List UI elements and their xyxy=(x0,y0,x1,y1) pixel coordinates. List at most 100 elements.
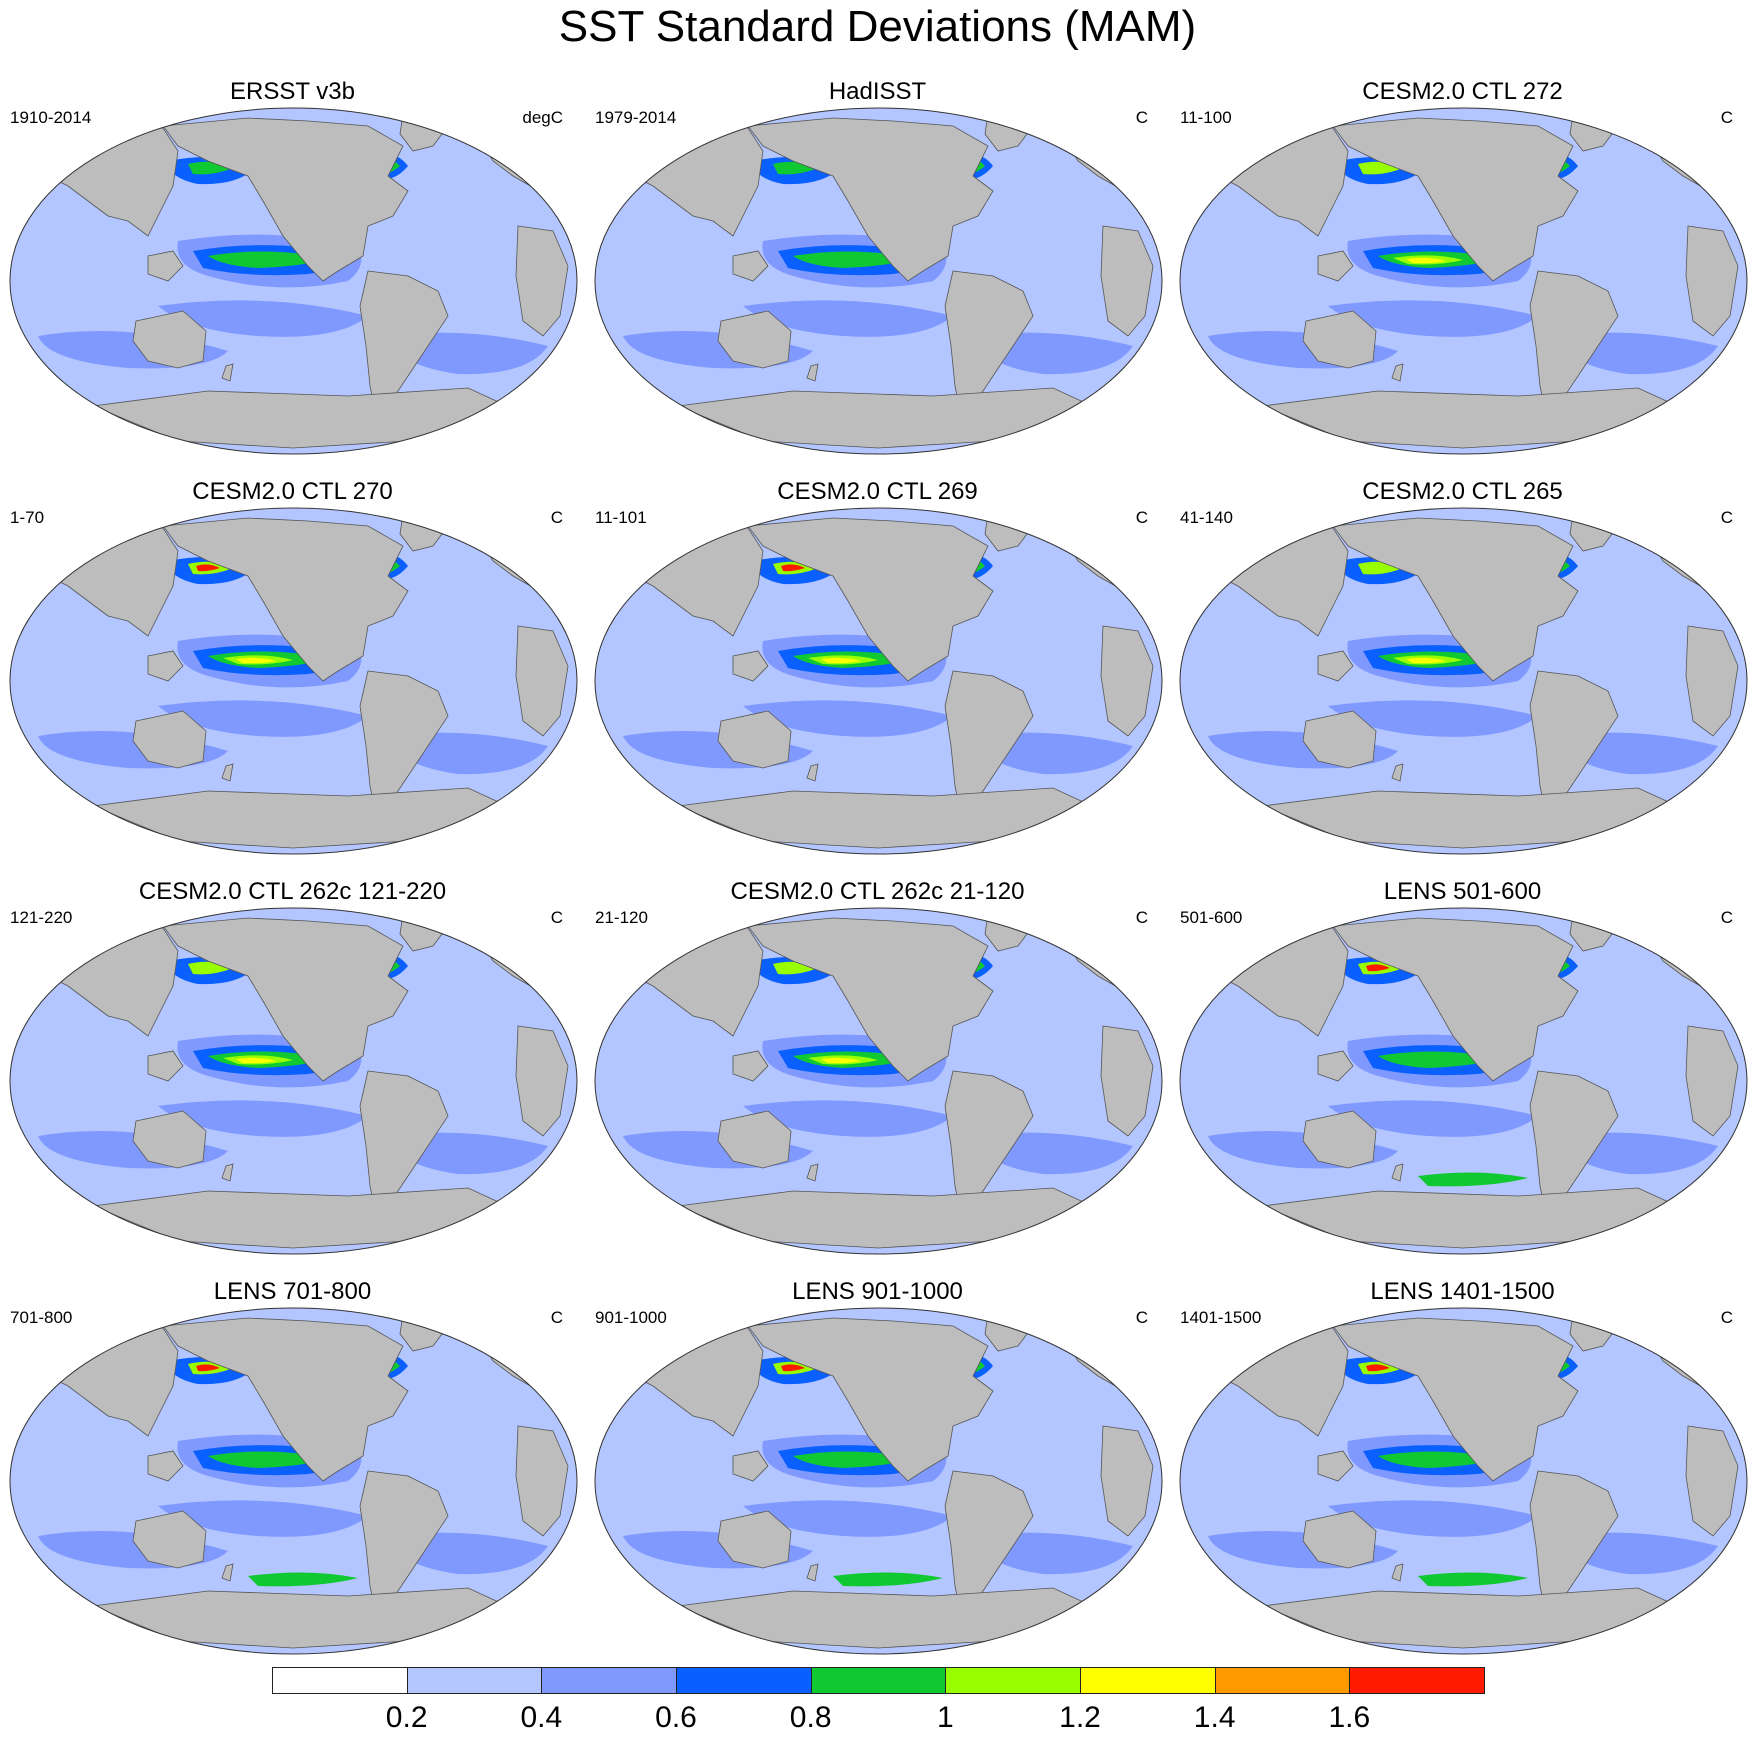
colorbar-swatch xyxy=(406,1667,543,1694)
panel-title: LENS 701-800 xyxy=(213,1278,372,1305)
land-mass xyxy=(1317,1450,1354,1482)
land-mass xyxy=(747,917,994,1082)
land-mass xyxy=(132,310,207,369)
colorbar-tick-label: 1 xyxy=(936,1701,954,1734)
land-mass xyxy=(1685,625,1739,737)
land-mass xyxy=(1685,225,1739,337)
land-mass xyxy=(732,250,769,282)
land-mass xyxy=(732,1450,769,1482)
world-map xyxy=(1179,1307,1748,1655)
sst-contour-region xyxy=(743,1100,953,1137)
land-mass xyxy=(747,1317,994,1482)
map-panel: LENS 901-1000 901-1000 C xyxy=(585,1200,1170,1655)
colorbar-tick-label: 0.4 xyxy=(520,1701,563,1734)
map-border xyxy=(1179,107,1748,455)
panel-period-label: 701-800 xyxy=(10,1308,73,1327)
colorbar-tick-label: 0.6 xyxy=(655,1701,697,1734)
colorbar-tick-label: 1.2 xyxy=(1059,1701,1101,1734)
map-panel: CESM2.0 CTL 265 41-140 C xyxy=(1170,400,1755,855)
panel-title: CESM2.0 CTL 270 xyxy=(192,478,393,505)
land-mass xyxy=(1302,1110,1377,1169)
land-mass xyxy=(221,763,234,782)
map-panel: CESM2.0 CTL 270 1-70 C xyxy=(0,400,585,855)
map-border xyxy=(1179,507,1748,855)
world-map xyxy=(1179,507,1748,855)
sst-contour-region xyxy=(196,564,220,572)
land-mass xyxy=(944,270,1034,417)
map-border xyxy=(594,507,1163,855)
land-mass xyxy=(806,1163,819,1182)
land-mass xyxy=(806,763,819,782)
panel-units-label: C xyxy=(1135,508,1148,527)
sst-contour-region xyxy=(1328,1100,1538,1137)
panel-units-label: C xyxy=(550,1308,563,1327)
panel-title: CESM2.0 CTL 272 xyxy=(1362,78,1563,105)
panel-units-label: C xyxy=(550,508,563,527)
land-mass xyxy=(147,650,184,682)
map-panel: ERSST v3b 1910-2014 degC xyxy=(0,0,585,455)
sst-contour-region xyxy=(158,1100,368,1137)
land-mass xyxy=(1685,1025,1739,1137)
panel-units-label: C xyxy=(1720,508,1733,527)
panel-period-label: 11-100 xyxy=(1180,108,1232,127)
sst-contour-region xyxy=(793,1451,913,1468)
sst-contour-region xyxy=(1418,1572,1528,1587)
land-mass xyxy=(147,1050,184,1082)
sst-contour-region xyxy=(208,1451,328,1468)
map-panel: CESM2.0 CTL 262c 121-220 121-220 C xyxy=(0,800,585,1255)
colorbar xyxy=(272,1667,1485,1696)
land-mass xyxy=(1332,517,1579,682)
land-mass xyxy=(747,117,994,282)
map-border xyxy=(594,107,1163,455)
panel-period-label: 121-220 xyxy=(10,908,73,927)
panel-units-label: C xyxy=(1135,908,1148,927)
colorbar-tick-label: 0.8 xyxy=(789,1701,832,1734)
land-mass xyxy=(1391,763,1404,782)
land-mass xyxy=(162,517,409,682)
land-mass xyxy=(359,270,449,417)
map-panel: LENS 701-800 701-800 C xyxy=(0,1200,585,1655)
colorbar-swatch xyxy=(1080,1667,1216,1694)
colorbar-swatch xyxy=(810,1667,947,1694)
land-mass xyxy=(1302,1510,1377,1569)
panel-units-label: C xyxy=(1720,1308,1733,1327)
figure-title: SST Standard Deviations (MAM) xyxy=(558,2,1197,51)
land-mass xyxy=(359,1070,449,1217)
land-mass xyxy=(162,1317,409,1482)
map-border xyxy=(1179,907,1748,1255)
sst-contour-region xyxy=(1366,1364,1390,1372)
land-mass xyxy=(717,1110,792,1169)
land-mass xyxy=(1317,650,1354,682)
land-mass xyxy=(221,363,234,382)
land-mass xyxy=(1529,1470,1619,1617)
land-mass xyxy=(1100,225,1154,337)
sst-contour-region xyxy=(743,700,953,737)
land-mass xyxy=(132,710,207,769)
panel-period-label: 901-1000 xyxy=(595,1308,667,1327)
sst-contour-region xyxy=(248,1572,358,1587)
land-mass xyxy=(147,1450,184,1482)
world-map xyxy=(594,1307,1163,1655)
colorbar-tick-label: 0.2 xyxy=(385,1701,428,1734)
sst-contour-region xyxy=(208,251,328,268)
map-panel: HadISST 1979-2014 C xyxy=(585,0,1170,455)
sst-contour-region xyxy=(236,657,276,664)
world-map xyxy=(1179,907,1748,1255)
panel-period-label: 1401-1500 xyxy=(1180,1308,1262,1327)
sst-contour-region xyxy=(1378,1051,1498,1068)
sst-contour-region xyxy=(196,1364,220,1372)
land-mass xyxy=(1332,917,1579,1082)
sst-contour-region xyxy=(821,1057,861,1064)
land-mass xyxy=(732,1050,769,1082)
panel-period-label: 1979-2014 xyxy=(595,108,677,127)
land-mass xyxy=(944,1470,1034,1617)
sst-contour-region xyxy=(158,700,368,737)
land-mass xyxy=(359,670,449,817)
sst-contour-region xyxy=(1406,657,1446,664)
world-map xyxy=(594,507,1163,855)
land-mass xyxy=(132,1510,207,1569)
land-mass xyxy=(944,670,1034,817)
colorbar-swatch xyxy=(541,1667,677,1694)
sst-contour-region xyxy=(781,1364,805,1372)
panel-title: HadISST xyxy=(828,78,927,105)
